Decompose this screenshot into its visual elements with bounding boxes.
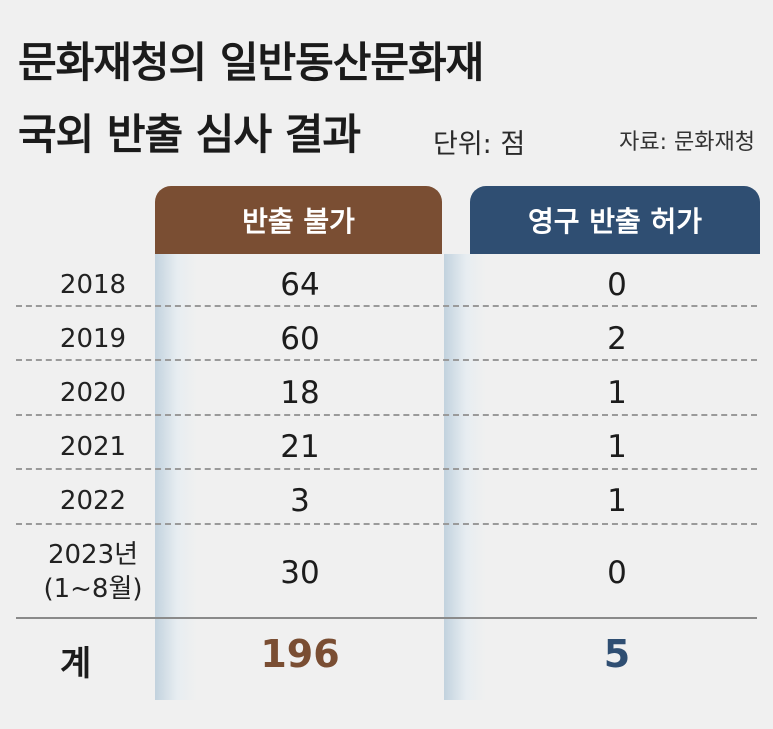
- cell-export-denied: 60: [280, 321, 320, 357]
- row-label: 2020: [59, 378, 127, 408]
- cell-permanent-export: 2: [607, 321, 627, 357]
- cell-export-denied: 21: [280, 429, 320, 465]
- chart-title-line1: 문화재청의 일반동산문화재: [18, 38, 484, 87]
- total-export-denied: 196: [260, 632, 340, 676]
- row-label: 2023년 (1~8월): [18, 538, 168, 606]
- total-permanent-export: 5: [603, 632, 631, 676]
- row-label-year: 2023년: [47, 540, 139, 570]
- row-divider: [16, 468, 757, 470]
- cell-permanent-export: 0: [607, 555, 627, 591]
- row-divider: [16, 523, 757, 525]
- source-label: 자료: 문화재청: [619, 130, 755, 155]
- cell-export-denied: 64: [280, 267, 320, 303]
- row-label: 2019: [59, 324, 127, 354]
- cell-permanent-export: 0: [607, 267, 627, 303]
- cell-permanent-export: 1: [607, 375, 627, 411]
- row-label: 2018: [59, 270, 127, 300]
- column-header-permanent-export: 영구 반출 허가: [470, 186, 760, 254]
- cell-permanent-export: 1: [607, 483, 627, 519]
- row-label: 2022: [59, 486, 127, 516]
- cell-permanent-export: 1: [607, 429, 627, 465]
- column-background-export-denied: [155, 254, 442, 700]
- cell-export-denied: 3: [290, 483, 310, 519]
- total-label: 계: [60, 644, 92, 684]
- unit-label: 단위: 점: [433, 129, 526, 160]
- cell-export-denied: 30: [280, 555, 320, 591]
- row-divider: [16, 359, 757, 361]
- cell-export-denied: 18: [280, 375, 320, 411]
- row-label: 2021: [59, 432, 127, 462]
- chart-title-line2: 국외 반출 심사 결과: [18, 110, 361, 159]
- column-header-export-denied: 반출 불가: [155, 186, 442, 254]
- total-divider: [16, 617, 757, 619]
- row-divider: [16, 414, 757, 416]
- row-divider: [16, 305, 757, 307]
- row-label-period: (1~8월): [43, 574, 143, 604]
- column-background-permanent-export: [444, 254, 773, 700]
